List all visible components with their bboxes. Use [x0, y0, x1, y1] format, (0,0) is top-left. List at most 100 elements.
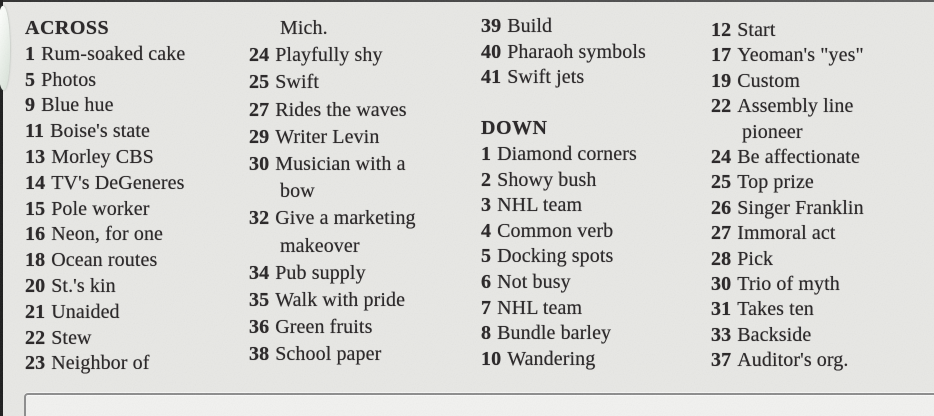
clue-number: 27: [249, 98, 270, 121]
clue-line: 28 Pick: [711, 247, 864, 272]
clue-text: makeover: [280, 234, 360, 257]
clue-line: 35 Walk with pride: [249, 287, 416, 314]
clue-number: 1: [481, 142, 492, 165]
clue-text: Rum-soaked cake: [41, 42, 186, 65]
clue-text: Pole worker: [51, 197, 150, 220]
clue-number: 5: [25, 68, 36, 91]
clue-number: 30: [711, 273, 732, 296]
clue-text: Unaided: [51, 300, 120, 323]
clue-number: 16: [25, 223, 46, 246]
clue-line: 23 Neighbor of: [25, 351, 185, 377]
clue-line: 17 Yeoman's "yes": [711, 43, 864, 68]
clue-number: 15: [25, 197, 46, 220]
clue-line: 24 Playfully shy: [249, 42, 416, 69]
clue-line: 41 Swift jets: [481, 65, 646, 91]
clue-line: 18 Ocean routes: [25, 248, 185, 274]
clue-line: 39 Build: [481, 14, 646, 40]
clue-text: Walk with pride: [275, 289, 406, 312]
clue-number: 38: [249, 343, 270, 366]
clue-text: Build: [507, 15, 553, 37]
clue-number: 27: [711, 222, 732, 245]
clue-number: 28: [711, 247, 732, 270]
clue-text: Blue hue: [41, 94, 114, 117]
clue-line: 37 Auditor's org.: [711, 348, 864, 373]
clue-text: St.'s kin: [51, 274, 116, 297]
clue-continuation-line: bow: [249, 178, 416, 205]
clue-line: 19 Custom: [711, 69, 864, 94]
clue-line: 11 Boise's state: [25, 119, 185, 145]
clue-text: Give a marketing: [275, 207, 416, 230]
clue-text: Auditor's org.: [737, 349, 849, 372]
clue-line: 3 NHL team: [481, 193, 646, 219]
clue-text: Common verb: [497, 219, 614, 242]
clue-text: Start: [737, 19, 776, 41]
clue-number: 11: [25, 120, 45, 143]
clue-number: 12: [711, 19, 732, 41]
clue-number: 26: [711, 196, 732, 219]
section-header: DOWN: [481, 117, 548, 140]
clue-text: Musician with a: [275, 153, 406, 176]
clue-number: 4: [481, 219, 492, 242]
clue-text: Backside: [737, 323, 812, 346]
clue-text: Rides the waves: [275, 98, 407, 121]
clue-text: Singer Franklin: [737, 196, 864, 219]
clue-number: 1: [25, 42, 36, 65]
clue-line: 1 Rum-soaked cake: [25, 42, 185, 68]
clue-text: Showy bush: [497, 168, 597, 191]
clue-text: Takes ten: [737, 298, 814, 321]
clue-number: 22: [25, 326, 46, 349]
clue-number: 13: [25, 145, 46, 168]
clue-number: 35: [249, 289, 270, 312]
clue-text: Morley CBS: [51, 145, 154, 168]
section-header: ACROSS: [25, 17, 110, 39]
puzzle-grid-box-edge: [24, 393, 934, 416]
clue-line: 40 Pharaoh symbols: [481, 40, 646, 66]
clue-line: 27 Rides the waves: [249, 97, 416, 124]
clue-number: 17: [711, 44, 732, 67]
clue-line: 15 Pole worker: [25, 197, 185, 223]
clue-number: 37: [711, 349, 732, 372]
clue-line: 4 Common verb: [481, 219, 646, 245]
clue-number: 40: [481, 40, 502, 63]
clue-line: 22 Stew: [25, 326, 185, 352]
clue-text: Ocean routes: [51, 249, 158, 272]
clue-number: 8: [481, 322, 492, 345]
clue-number: 39: [481, 15, 502, 37]
clue-line: 34 Pub supply: [249, 260, 416, 287]
clue-line: 14 TV's DeGeneres: [25, 171, 185, 197]
clue-line: 13 Morley CBS: [25, 145, 185, 171]
clue-text: Pick: [737, 247, 774, 270]
clue-number: 18: [25, 249, 46, 272]
clue-line: 10 Wandering: [481, 347, 646, 373]
clue-text: NHL team: [497, 194, 583, 217]
clue-text: TV's DeGeneres: [51, 171, 185, 194]
clue-line: 31 Takes ten: [711, 297, 864, 322]
clue-number: 6: [481, 270, 492, 293]
clue-line: 32 Give a marketing: [249, 205, 416, 232]
clue-line: 12 Start: [711, 18, 864, 43]
clue-text: Stew: [51, 326, 92, 349]
clue-text: Green fruits: [275, 316, 373, 339]
clue-text: Immoral act: [737, 222, 836, 245]
clue-number: 30: [249, 153, 270, 176]
clue-text: Top prize: [737, 171, 814, 194]
clue-text: Pharaoh symbols: [507, 40, 646, 63]
clue-line: 29 Writer Levin: [249, 124, 416, 151]
clue-line: 33 Backside: [711, 323, 864, 348]
clue-line: 6 Not busy: [481, 270, 646, 296]
clue-text: Yeoman's "yes": [737, 44, 864, 67]
clue-line: 5 Photos: [25, 68, 185, 94]
clue-line: 16 Neon, for one: [25, 222, 185, 248]
blank-line: [481, 91, 646, 117]
clue-text: Neighbor of: [51, 352, 150, 375]
clue-line: 9 Blue hue: [25, 93, 185, 119]
clue-continuation-line: makeover: [249, 233, 416, 260]
clue-column-3: 39 Build 40 Pharaoh symbols 41 Swift jets DOW…: [481, 14, 646, 372]
clue-column-4: 12 Start 17 Yeoman's "yes" 19 Custom 22 Assembl…: [711, 18, 864, 374]
clue-number: 22: [711, 95, 732, 118]
clue-text: Pub supply: [275, 261, 366, 284]
clue-number: 31: [711, 298, 732, 321]
clue-line: 5 Docking spots: [481, 244, 646, 270]
clue-number: 32: [249, 207, 270, 230]
